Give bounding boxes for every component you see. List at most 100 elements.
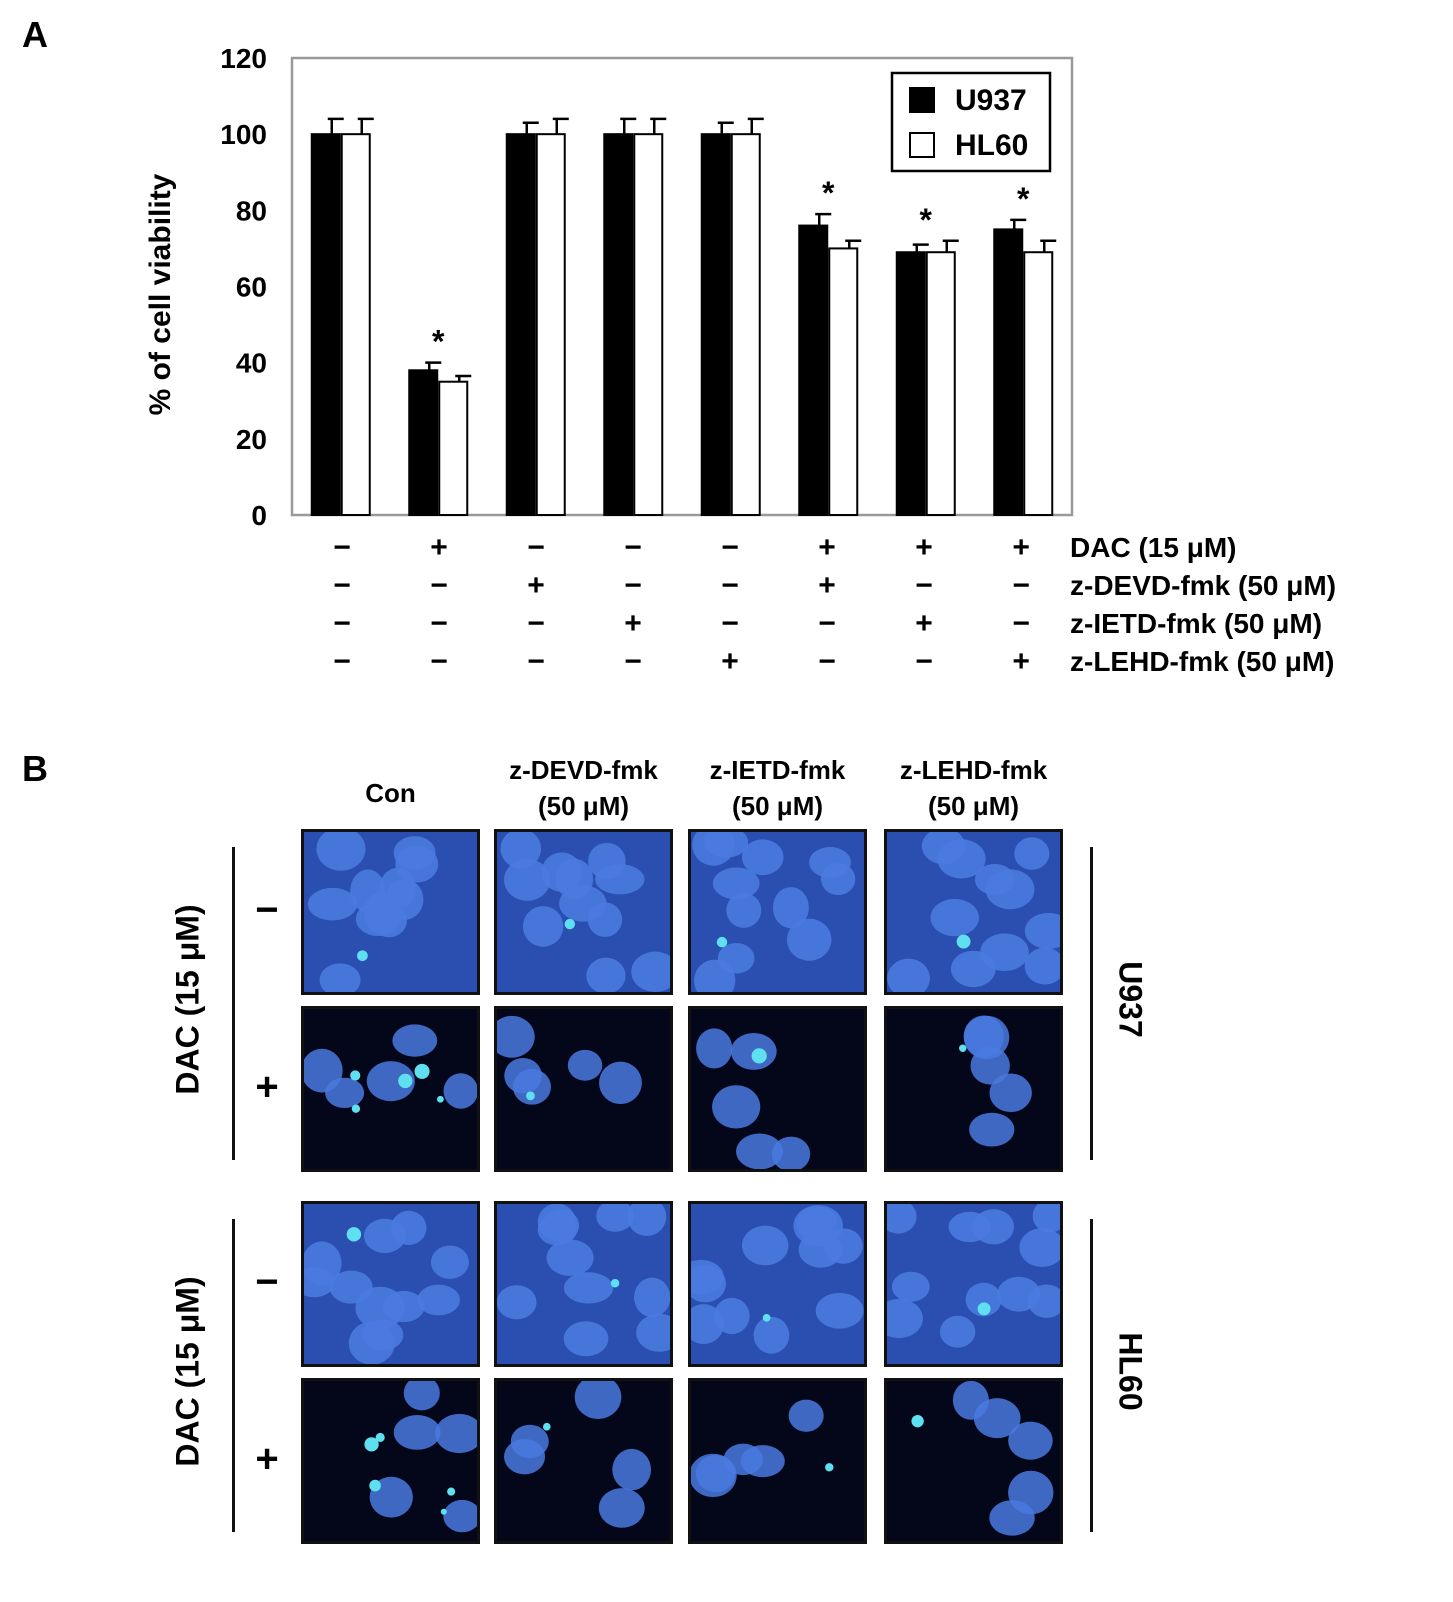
nucleus — [965, 1282, 1002, 1317]
nucleus — [403, 1381, 440, 1411]
bar-u937-3 — [505, 133, 536, 517]
nucleus — [504, 1057, 542, 1094]
nucleus — [504, 858, 551, 901]
treatment-sign: + — [915, 531, 933, 564]
treatment-sign: − — [333, 607, 351, 640]
treatment-label: z-IETD-fmk (50 μM) — [1070, 608, 1322, 639]
cell-nuclei — [691, 1205, 864, 1354]
bar-chart: 0 20 40 60 80 100 120 % of cell viability * * * * U9… — [144, 43, 1336, 678]
nucleus — [741, 1225, 789, 1266]
condensed-chromatin — [751, 1048, 767, 1064]
legend-label-u937: U937 — [955, 84, 1027, 117]
nucleus — [786, 918, 832, 961]
legend-label-hl60: HL60 — [955, 129, 1028, 162]
y-tick-label: 60 — [236, 272, 267, 303]
treatment-label: DAC (15 μM) — [1070, 532, 1236, 563]
nucleus — [989, 1073, 1032, 1113]
condensed-chromatin — [977, 1302, 991, 1316]
nucleus — [891, 1271, 930, 1302]
dac-row-label: DAC (15 μM) — [169, 1275, 206, 1467]
nucleus — [598, 1488, 645, 1528]
micrograph-2-4 — [884, 1006, 1063, 1172]
treatment-sign: + — [1012, 531, 1030, 564]
significance-marker: * — [822, 175, 835, 211]
nucleus — [691, 1453, 737, 1498]
y-tick-label: 0 — [251, 500, 267, 531]
nucleus — [522, 906, 564, 947]
treatment-sign: + — [1012, 645, 1030, 678]
micrograph-4-2 — [494, 1378, 673, 1544]
legend-swatch-hl60 — [909, 132, 935, 158]
nucleus — [753, 1316, 790, 1354]
micrograph-3-1 — [301, 1201, 480, 1367]
panel-a-label: A — [22, 14, 48, 55]
treatment-sign: − — [915, 569, 933, 602]
condensed-chromatin — [364, 1437, 379, 1452]
treatment-sign: − — [527, 531, 545, 564]
micrograph-2-2 — [494, 1006, 673, 1172]
condensed-chromatin — [542, 1422, 551, 1431]
treatment-sign: − — [1012, 569, 1030, 602]
right-bracket — [1090, 1219, 1093, 1532]
micrograph-1-4 — [884, 829, 1063, 995]
nucleus — [815, 1292, 864, 1329]
nucleus — [939, 1315, 976, 1348]
treatment-label: z-LEHD-fmk (50 μM) — [1070, 646, 1334, 677]
treatment-sign: − — [915, 645, 933, 678]
nucleus — [393, 1415, 441, 1450]
nucleus — [316, 832, 366, 871]
treatment-sign: − — [527, 607, 545, 640]
nucleus — [974, 863, 1015, 896]
nucleus — [1024, 947, 1060, 985]
nucleus — [443, 1073, 477, 1109]
treatment-sign: − — [527, 645, 545, 678]
condensed-chromatin — [350, 1070, 361, 1081]
treatment-sign: + — [915, 607, 933, 640]
nucleus — [392, 1024, 438, 1057]
treatment-sign: + — [721, 645, 739, 678]
condensed-chromatin — [610, 1279, 620, 1288]
condensed-chromatin — [716, 936, 728, 948]
nucleus — [634, 1277, 670, 1318]
nucleus — [587, 902, 623, 937]
nucleus — [691, 1304, 724, 1344]
condensed-chromatin — [959, 1044, 967, 1052]
micrograph-3-2 — [494, 1201, 673, 1367]
nucleus — [563, 1272, 614, 1304]
nucleus — [963, 1015, 1004, 1058]
plus-sign: + — [255, 1437, 279, 1481]
nucleus — [696, 1028, 733, 1069]
cell-nuclei — [500, 832, 670, 992]
nucleus — [726, 892, 762, 928]
nucleus — [537, 1214, 577, 1246]
nucleus — [717, 943, 755, 974]
treatment-sign: + — [624, 607, 642, 640]
nucleus — [596, 1204, 635, 1232]
nucleus — [736, 1133, 783, 1169]
nucleus — [304, 1267, 335, 1298]
treatment-sign: − — [818, 607, 836, 640]
bar-u937-8 — [993, 228, 1024, 516]
condensed-chromatin — [346, 1227, 362, 1242]
micrograph-4-4 — [884, 1378, 1063, 1544]
condensed-chromatin — [564, 918, 576, 930]
treatment-sign: − — [430, 645, 448, 678]
y-tick-label: 20 — [236, 424, 267, 455]
bar-u937-1 — [310, 133, 341, 517]
nucleus — [567, 1049, 603, 1081]
micrograph-2-3 — [688, 1006, 867, 1172]
nucleus — [443, 1499, 477, 1533]
nucleus — [586, 957, 626, 992]
nucleus — [391, 1210, 427, 1246]
nucleus — [510, 1424, 549, 1459]
nucleus — [1019, 1228, 1060, 1268]
cell-nuclei — [691, 1399, 834, 1498]
cell-nuclei — [692, 832, 856, 992]
treatment-sign: − — [333, 531, 351, 564]
cell-nuclei — [887, 832, 1060, 992]
nucleus — [741, 839, 784, 876]
nucleus — [497, 1015, 535, 1058]
bar-hl60-1 — [340, 133, 371, 517]
minus-sign: − — [255, 888, 279, 932]
treatment-label: z-DEVD-fmk (50 μM) — [1070, 570, 1336, 601]
